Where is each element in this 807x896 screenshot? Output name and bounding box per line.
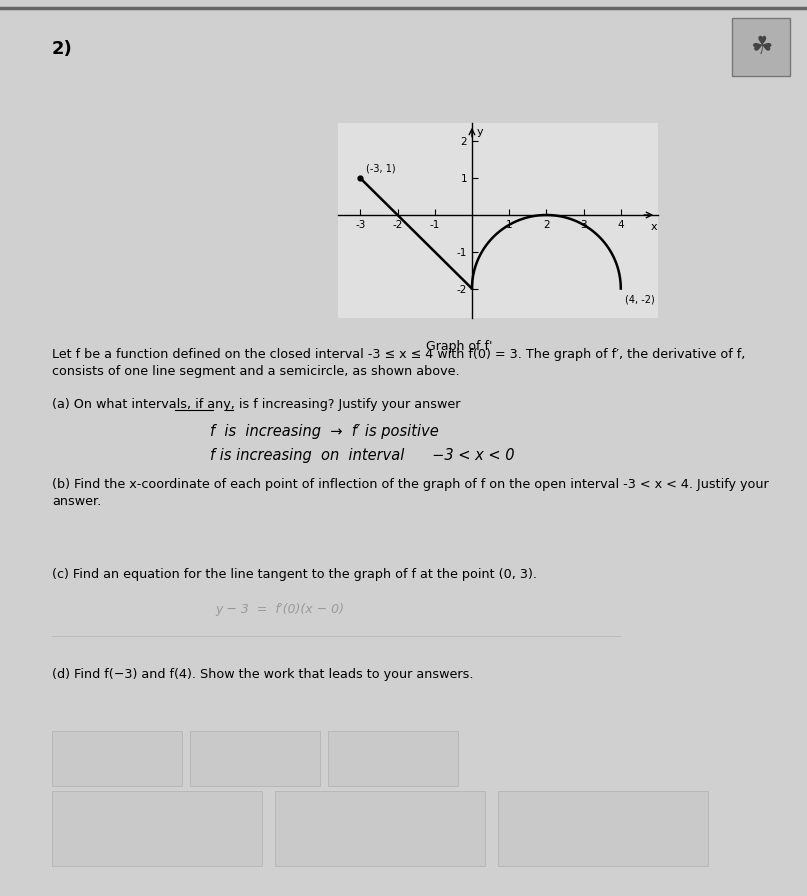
- Text: f is increasing  on  interval      −3 < x < 0: f is increasing on interval −3 < x < 0: [210, 448, 515, 463]
- Bar: [732, 18, 790, 76]
- Bar: [498, 791, 708, 866]
- Bar: [190, 731, 320, 786]
- Text: y: y: [476, 126, 483, 137]
- Text: f  is  increasing  →  f′ is positive: f is increasing → f′ is positive: [210, 424, 439, 439]
- Text: ☘: ☘: [750, 35, 772, 59]
- Text: consists of one line segment and a semicircle, as shown above.: consists of one line segment and a semic…: [52, 365, 460, 378]
- Text: (c) Find an equation for the line tangent to the graph of f at the point (0, 3).: (c) Find an equation for the line tangen…: [52, 568, 537, 581]
- Text: Graph of f': Graph of f': [426, 340, 493, 353]
- Text: Let f be a function defined on the closed interval -3 ≤ x ≤ 4 with f(0) = 3. The: Let f be a function defined on the close…: [52, 348, 746, 361]
- Bar: [52, 791, 262, 866]
- Text: (-3, 1): (-3, 1): [366, 164, 395, 174]
- Bar: [52, 731, 182, 786]
- Text: answer.: answer.: [52, 495, 101, 508]
- Text: (b) Find the x-coordinate of each point of inflection of the graph of f on the o: (b) Find the x-coordinate of each point …: [52, 478, 769, 491]
- Text: 2): 2): [52, 40, 73, 58]
- Text: (d) Find f(−3) and f(4). Show the work that leads to your answers.: (d) Find f(−3) and f(4). Show the work t…: [52, 668, 474, 681]
- Text: (4, -2): (4, -2): [625, 294, 654, 304]
- Text: (a) On what intervals, if any, is f increasing? Justify your answer: (a) On what intervals, if any, is f incr…: [52, 398, 461, 411]
- Bar: [328, 731, 458, 786]
- Text: y − 3  =  f′(0)(x − 0): y − 3 = f′(0)(x − 0): [215, 603, 344, 616]
- Bar: [275, 791, 485, 866]
- Text: x: x: [651, 221, 658, 231]
